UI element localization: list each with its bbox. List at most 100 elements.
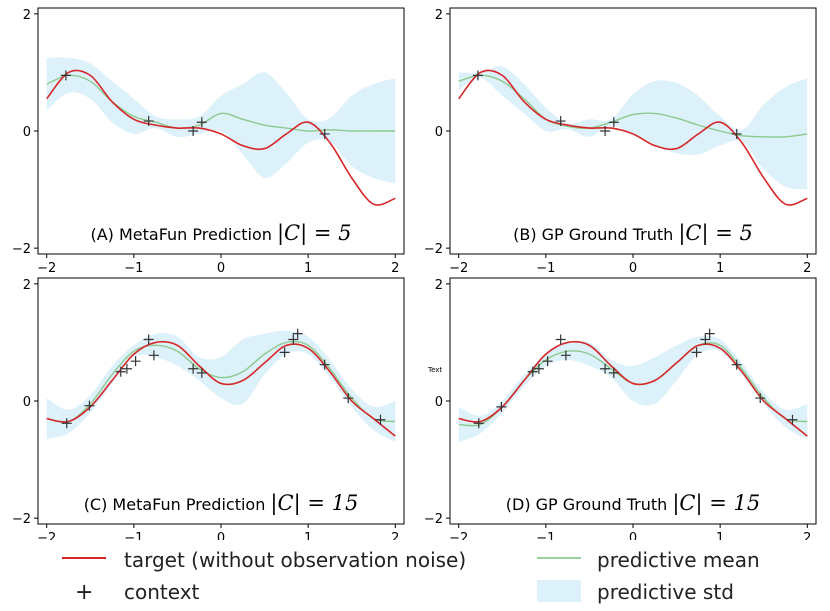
- x-tick-label: 0: [629, 261, 637, 276]
- legend-context-label: context: [124, 580, 200, 604]
- legend-context-marker: +: [75, 580, 94, 605]
- std-band: [46, 330, 396, 442]
- context-point: [375, 414, 386, 425]
- mean-line: [46, 74, 396, 132]
- context-point: [691, 347, 702, 358]
- y-tick-label: −2: [424, 512, 443, 527]
- context-point: [542, 356, 553, 367]
- x-tick-label: −2: [37, 261, 56, 276]
- context-point: [560, 350, 571, 361]
- panel-d: −2 −1 0 1 2 −2 0 2 (D) GP Ground Truth |C| = 15 T…: [424, 277, 817, 540]
- x-tick-label: 2: [391, 261, 399, 276]
- y-tick-label: 2: [23, 8, 31, 23]
- context-point: [319, 359, 330, 370]
- x-tick-label: −2: [449, 531, 468, 540]
- target-line: [458, 69, 808, 206]
- context-point: [533, 363, 544, 374]
- x-tick-label: −1: [124, 531, 143, 540]
- context-point: [787, 414, 798, 425]
- context-point: [319, 128, 330, 139]
- panel-b: −2 −1 0 1 2 −2 0 2 (B) GP Ground Truth |C| = 5: [424, 7, 817, 276]
- mean-line: [46, 340, 396, 423]
- legend-mean-label: predictive mean: [597, 548, 760, 572]
- legend-target-swatch: [62, 557, 106, 559]
- y-tick-label: 2: [435, 8, 443, 23]
- context-point: [473, 418, 484, 429]
- panel-title: (B) GP Ground Truth |C| = 5: [513, 221, 753, 246]
- target-line: [46, 69, 396, 206]
- x-tick-label: 1: [304, 261, 312, 276]
- panel-c: −2 −1 0 1 2 −2 0 2 (C) MetaFun Prediction |C| = …: [12, 277, 405, 540]
- context-point: [731, 128, 742, 139]
- x-tick-label: 2: [803, 531, 811, 540]
- context-point: [608, 117, 619, 128]
- legend-mean-swatch: [537, 557, 581, 559]
- context-point: [700, 334, 711, 345]
- y-tick-label: 2: [435, 278, 443, 293]
- x-tick-label: −2: [449, 261, 468, 276]
- x-tick-label: −1: [124, 261, 143, 276]
- std-band: [458, 66, 808, 190]
- panel-title: (C) MetaFun Prediction |C| = 15: [84, 491, 359, 516]
- context-point: [196, 117, 207, 128]
- x-tick-label: 2: [803, 261, 811, 276]
- std-band: [46, 57, 396, 184]
- x-tick-label: 0: [629, 531, 637, 540]
- panel-title: (A) MetaFun Prediction |C| = 5: [90, 221, 351, 246]
- figure-grid: −2 −1 0 1 2 −2 0 2 (A) MetaFun Prediction |C| = …: [12, 7, 817, 540]
- context-point: [196, 367, 207, 378]
- context-point: [115, 366, 126, 377]
- context-point: [555, 334, 566, 345]
- x-tick-label: 0: [217, 531, 225, 540]
- x-tick-label: −1: [536, 531, 555, 540]
- x-tick-label: 1: [716, 261, 724, 276]
- context-point: [143, 334, 154, 345]
- context-point: [292, 328, 303, 339]
- target-line: [458, 340, 808, 437]
- context-point: [496, 401, 507, 412]
- std-band: [458, 335, 808, 442]
- context-point: [755, 393, 766, 404]
- context-point: [704, 328, 715, 339]
- context-point: [608, 367, 619, 378]
- target-line: [46, 340, 396, 437]
- context-point: [731, 359, 742, 370]
- y-tick-label: −2: [12, 512, 31, 527]
- y-tick-label: 2: [23, 278, 31, 293]
- context-point: [84, 400, 95, 411]
- legend-target-label: target (without observation noise): [124, 548, 467, 572]
- y-tick-label: −2: [424, 242, 443, 257]
- panel-a: −2 −1 0 1 2 −2 0 2 (A) MetaFun Prediction |C| = …: [12, 7, 405, 276]
- context-point: [527, 366, 538, 377]
- context-point: [343, 393, 354, 404]
- annotation-text: Text: [427, 366, 442, 374]
- context-point: [188, 126, 199, 136]
- y-tick-label: −2: [12, 242, 31, 257]
- context-point: [61, 418, 72, 429]
- x-tick-label: 0: [217, 261, 225, 276]
- y-tick-label: 0: [23, 395, 31, 410]
- context-point: [121, 363, 132, 374]
- context-point: [279, 347, 290, 358]
- context-point: [60, 70, 71, 81]
- context-point: [148, 350, 159, 361]
- legend-std-swatch: [537, 580, 581, 602]
- y-tick-label: 0: [23, 125, 31, 140]
- context-point: [472, 70, 483, 81]
- x-tick-label: 1: [716, 531, 724, 540]
- context-point: [600, 363, 611, 374]
- context-point: [288, 334, 299, 345]
- x-tick-label: −1: [536, 261, 555, 276]
- context-point: [188, 363, 199, 374]
- context-point: [130, 356, 141, 367]
- y-tick-label: 0: [435, 395, 443, 410]
- x-tick-label: −2: [37, 531, 56, 540]
- x-tick-label: 1: [304, 531, 312, 540]
- context-point: [555, 116, 566, 127]
- context-point: [600, 126, 611, 136]
- x-tick-label: 2: [391, 531, 399, 540]
- panel-title: (D) GP Ground Truth |C| = 15: [506, 491, 761, 516]
- legend-std-label: predictive std: [597, 580, 734, 604]
- y-tick-label: 0: [435, 125, 443, 140]
- context-point: [143, 116, 154, 127]
